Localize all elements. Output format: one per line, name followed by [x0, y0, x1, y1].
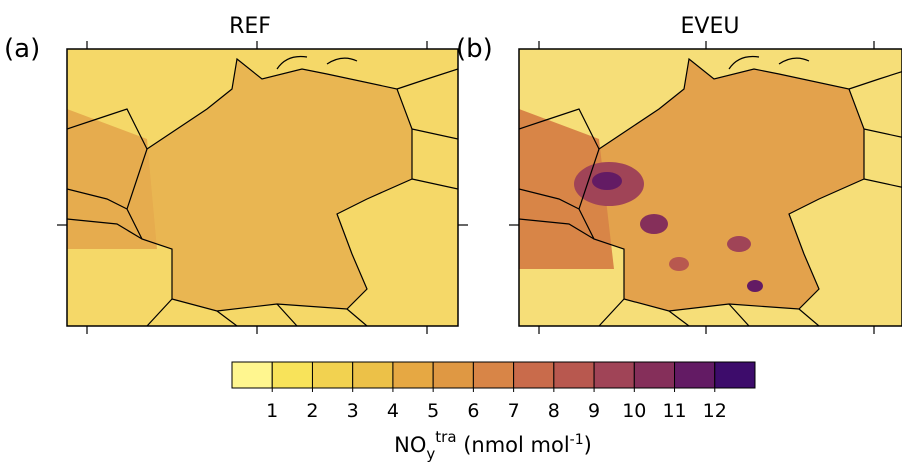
map-panel-a [57, 41, 468, 334]
color-box [553, 361, 595, 389]
panel-label: (a) [4, 34, 40, 64]
colorbar-tick-label: 10 [622, 400, 646, 422]
colorbar-label: NOytra (nmol mol-1) [394, 428, 592, 463]
label-units: (nmol mol [457, 433, 570, 457]
color-box [432, 361, 474, 389]
color-box [472, 361, 515, 389]
label-base: NO [394, 433, 426, 457]
panel-title: REF [229, 14, 271, 39]
colorbar-tick-label: 9 [588, 400, 600, 422]
color-box [593, 361, 635, 389]
colorbar-tick-label: 11 [662, 400, 686, 422]
colorbar-tick-label: 6 [467, 400, 479, 422]
label-subscript: y [426, 445, 435, 463]
colorbar-tick-label: 8 [548, 400, 560, 422]
colorbar-tick-label: 5 [427, 400, 439, 422]
color-box [674, 361, 716, 389]
colorbar-tick-label: 12 [703, 400, 727, 422]
colorbar-tick-label: 3 [347, 400, 359, 422]
color-box [352, 361, 394, 389]
label-close: ) [584, 433, 592, 457]
color-box [271, 361, 313, 389]
color-box [311, 361, 354, 389]
colorbar-tick-label: 7 [508, 400, 520, 422]
colorbar-tick-label: 2 [306, 400, 318, 422]
color-box [392, 361, 434, 389]
label-superscript: tra [435, 428, 456, 446]
panel-title: EVEU [681, 14, 740, 39]
colorbar-tick-label: 1 [266, 400, 278, 422]
label-exponent: -1 [570, 432, 584, 448]
colorbar-tick-label: 4 [387, 400, 399, 422]
map-panel-b [509, 41, 902, 334]
colorbar: 1 2 3 4 5 6 7 8 9 10 11 12 [231, 361, 756, 422]
color-box [231, 361, 273, 389]
color-box [633, 361, 676, 389]
color-box [714, 361, 756, 389]
panel-label: (b) [456, 34, 493, 64]
color-box [513, 361, 555, 389]
